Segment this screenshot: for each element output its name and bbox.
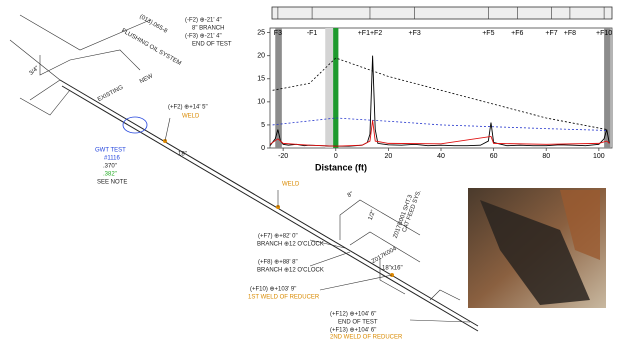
drawing-label: (+F2) ⊕+14' 5" (168, 105, 208, 111)
feature-label: +F5 (482, 30, 494, 37)
drawing-label: .382" (103, 172, 117, 178)
chart: 0 5 10 15 20 25 -20 0 20 40 60 80 100 F3 -F1 +F1+F2 +F3 +… (257, 7, 612, 160)
gwt-marker (122, 116, 148, 134)
drawing-label: (+F10) ⊕+103' 9" (250, 287, 296, 293)
chart-background (258, 0, 620, 178)
feature-label: +F8 (564, 30, 576, 37)
drawing-label: 8" BRANCH (192, 26, 224, 32)
drawing-label: SEE NOTE (97, 180, 127, 186)
band (333, 28, 339, 148)
feature-label: +F1+F2 (358, 30, 383, 37)
feature-label: +F6 (511, 30, 523, 37)
leader (309, 239, 346, 249)
series-line (269, 120, 610, 147)
x-tick-label: 40 (437, 153, 445, 160)
y-tick-label: 15 (257, 76, 265, 83)
x-tick-label: 80 (542, 153, 550, 160)
branch (349, 231, 421, 263)
drawing-label: GWT TEST (95, 148, 126, 154)
drawing-label: #1116 (104, 156, 120, 162)
drawing-label: 1ST WELD OF REDUCER (248, 295, 320, 301)
drawing-label: 1/2" (368, 209, 377, 221)
branch (19, 89, 71, 116)
band (275, 28, 282, 148)
feature-label: -F1 (307, 30, 318, 37)
drawing-label: WELD (282, 182, 300, 188)
feature-label: +F10 (596, 30, 612, 37)
ruler-strip (271, 6, 613, 20)
drawing-label: .370" (103, 164, 117, 170)
y-tick-label: 5 (261, 122, 265, 129)
photo-rust (560, 190, 600, 260)
x-tick-label: 20 (384, 153, 392, 160)
drawing-label: BRANCH ⊕12 O'CLOCK (257, 268, 324, 274)
feature-label: +F7 (545, 30, 557, 37)
y-tick-label: 25 (257, 29, 265, 36)
photo (468, 188, 606, 308)
band (325, 28, 334, 148)
y-tick-label: 20 (257, 53, 265, 60)
branch (429, 289, 461, 301)
series-line (272, 117, 607, 131)
leader (319, 274, 393, 291)
branch (19, 14, 151, 51)
x-tick-label: -20 (278, 153, 288, 160)
drawing-label: 3/4" (28, 65, 40, 76)
x-axis-label: Distance (ft) (315, 162, 367, 172)
drawing-label: BRANCH ⊕12 O'CLOCK (257, 242, 324, 248)
drawing-label: EXISTING (97, 85, 125, 104)
leader (309, 251, 351, 267)
branch (39, 49, 141, 76)
y-tick-label: 10 (257, 99, 265, 106)
leader (164, 117, 171, 142)
feature-label: +F3 (409, 30, 421, 37)
main-pipe (59, 79, 479, 327)
main-pipe-edge (61, 85, 479, 332)
drawing-label: END OF TEST (338, 320, 378, 326)
photo-pipe (480, 200, 590, 305)
branch (9, 39, 61, 101)
x-tick-label: 0 (334, 153, 338, 160)
drawing-label: WELD (182, 114, 200, 120)
drawing-label: 18" (178, 152, 187, 158)
drawing-label: (-F3) ⊕-21' 4" (185, 34, 222, 40)
band (604, 28, 611, 148)
drawing-label: (+F12) ⊕+104' 6" (330, 312, 376, 318)
drawing-label: FLUSHING OIL SYSTEM (120, 28, 182, 67)
reducer (379, 258, 406, 295)
drawing-label: 18"x16" (382, 266, 403, 272)
drawing-label: NEW (139, 73, 154, 85)
y-tick-label: 0 (261, 145, 265, 152)
drawing-label: (+F8) ⊕+88' 8" (258, 260, 298, 266)
drawing-label: END OF TEST (192, 42, 232, 48)
x-tick-label: 100 (593, 153, 605, 160)
leader (409, 319, 471, 323)
drawing-label: (-F2) ⊕-21' 4" (185, 18, 222, 24)
x-tick-label: 60 (490, 153, 498, 160)
drawing-label: (013).065-8 (138, 14, 168, 35)
chart-panel: Distance (ft) (258, 0, 620, 178)
drawing-label: (+F13) ⊕+104' 6" (330, 328, 376, 334)
drawing-label: (+F7) ⊕+82' 0" (258, 234, 298, 240)
series-line (272, 57, 607, 130)
drawing-label: 8" (347, 191, 355, 199)
drawing-label: 2ND WELD OF REDUCER (330, 335, 403, 340)
branch (339, 199, 421, 240)
feature-label: F3 (274, 30, 282, 37)
drawing-label: Z017K004 (371, 246, 399, 265)
